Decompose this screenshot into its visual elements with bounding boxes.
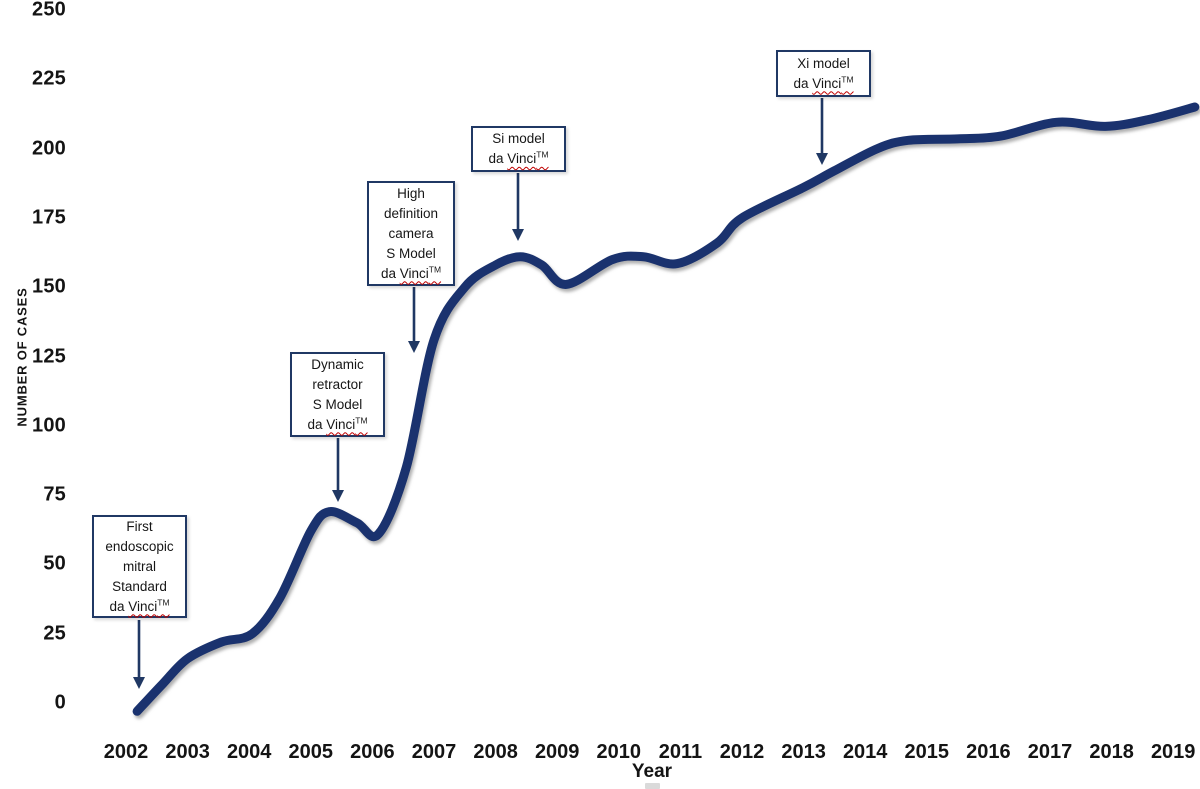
x-tick-label: 2016: [966, 741, 1011, 763]
annotation-line: definition: [383, 205, 439, 221]
annotation-line: Si model: [492, 131, 545, 146]
x-tick-label: 2015: [904, 741, 950, 763]
brand-label: da VinciTM: [96, 597, 183, 617]
annotation-line: endoscopic: [105, 538, 174, 554]
cases-trend-line: [132, 102, 1200, 716]
annotation-line: First: [126, 518, 153, 534]
brand-label: da VinciTM: [371, 264, 451, 284]
x-tick-label: 2005: [288, 741, 334, 763]
x-tick-label: 2004: [226, 741, 272, 763]
tm-superscript: TM: [841, 74, 854, 84]
x-tick-label: 2009: [534, 741, 580, 763]
y-tick-label: 100: [32, 414, 66, 437]
brand-prefix: da: [307, 416, 327, 432]
annotation-line: Xi model: [797, 55, 850, 71]
x-tick-label: 2003: [165, 741, 210, 763]
brand-label: da VinciTM: [294, 415, 381, 435]
annotation-box-xi-model: Xi model da VinciTM: [776, 50, 871, 97]
y-tick-label: 200: [32, 137, 66, 160]
tm-superscript: TM: [355, 415, 368, 425]
brand-prefix: da: [488, 151, 508, 166]
brand-prefix: da: [109, 598, 129, 614]
x-tick-label: 2008: [473, 741, 518, 763]
annotation-line: camera: [388, 225, 434, 241]
annotation-line: Dynamic: [311, 356, 364, 372]
annotation-line: S Model: [386, 245, 436, 261]
brand-word-misspelling-underline: VinciTM: [507, 149, 549, 166]
arrow-head-icon: [133, 677, 145, 689]
tm-superscript: TM: [157, 597, 170, 607]
y-tick-label: 250: [32, 0, 66, 21]
x-tick-label: 2007: [411, 741, 457, 763]
annotation-box-high-definition-camera: High definition camera S Model da VinciTM: [367, 181, 455, 286]
annotation-line: Standard: [112, 578, 167, 594]
annotation-line: High: [397, 185, 425, 201]
x-tick-label: 2019: [1150, 741, 1196, 763]
brand-word-misspelling-underline: VinciTM: [326, 415, 368, 432]
brand-label: da VinciTM: [475, 149, 562, 169]
y-tick-label: 50: [43, 552, 66, 575]
x-tick-label: 2006: [350, 741, 395, 763]
brand-prefix: da: [380, 265, 400, 281]
arrow-head-icon: [332, 490, 344, 502]
x-tick-label: 2014: [842, 741, 888, 763]
brand-prefix: da: [793, 75, 813, 91]
watermark-fragment: [645, 783, 660, 789]
x-axis-title: Year: [631, 761, 673, 782]
brand-word-misspelling-underline: VinciTM: [399, 264, 442, 281]
brand-label: da VinciTM: [780, 74, 867, 94]
y-tick-label: 125: [32, 345, 66, 367]
y-tick-label: 25: [43, 622, 66, 645]
tm-superscript: TM: [536, 149, 549, 160]
annotation-arrows: [133, 98, 828, 689]
annotation-box-first-endoscopic: First endoscopic mitral Standard da VinciTM: [92, 515, 187, 618]
y-tick-label: 150: [32, 275, 66, 298]
annotation-line: S Model: [312, 396, 363, 412]
y-tick-label: 175: [32, 206, 66, 229]
x-tick-label: 2018: [1089, 741, 1134, 763]
y-tick-label: 0: [54, 691, 66, 714]
x-tick-label: 2010: [596, 741, 642, 763]
x-tick-label: 2013: [781, 741, 826, 763]
brand-word-misspelling-underline: VinciTM: [128, 597, 170, 614]
arrow-head-icon: [512, 229, 524, 241]
y-tick-label: 225: [32, 67, 66, 90]
arrow-head-icon: [816, 153, 828, 165]
y-axis-title: NUMBER OF CASES: [14, 287, 30, 427]
annotation-line: mitral: [123, 558, 156, 574]
arrow-head-icon: [408, 341, 420, 353]
x-tick-label: 2011: [658, 741, 703, 763]
y-tick-label: 75: [43, 483, 66, 506]
annotation-box-dynamic-retractor: Dynamic retractor S Model da VinciTM: [290, 352, 385, 437]
tm-superscript: TM: [428, 264, 442, 274]
annotation-box-si-model: Si model da VinciTM: [471, 126, 566, 172]
x-tick-label: 2017: [1027, 741, 1073, 763]
annotation-line: retractor: [312, 376, 363, 392]
x-tick-label: 2012: [719, 741, 765, 763]
x-tick-label: 2002: [103, 741, 149, 763]
brand-word-misspelling-underline: VinciTM: [812, 74, 854, 91]
